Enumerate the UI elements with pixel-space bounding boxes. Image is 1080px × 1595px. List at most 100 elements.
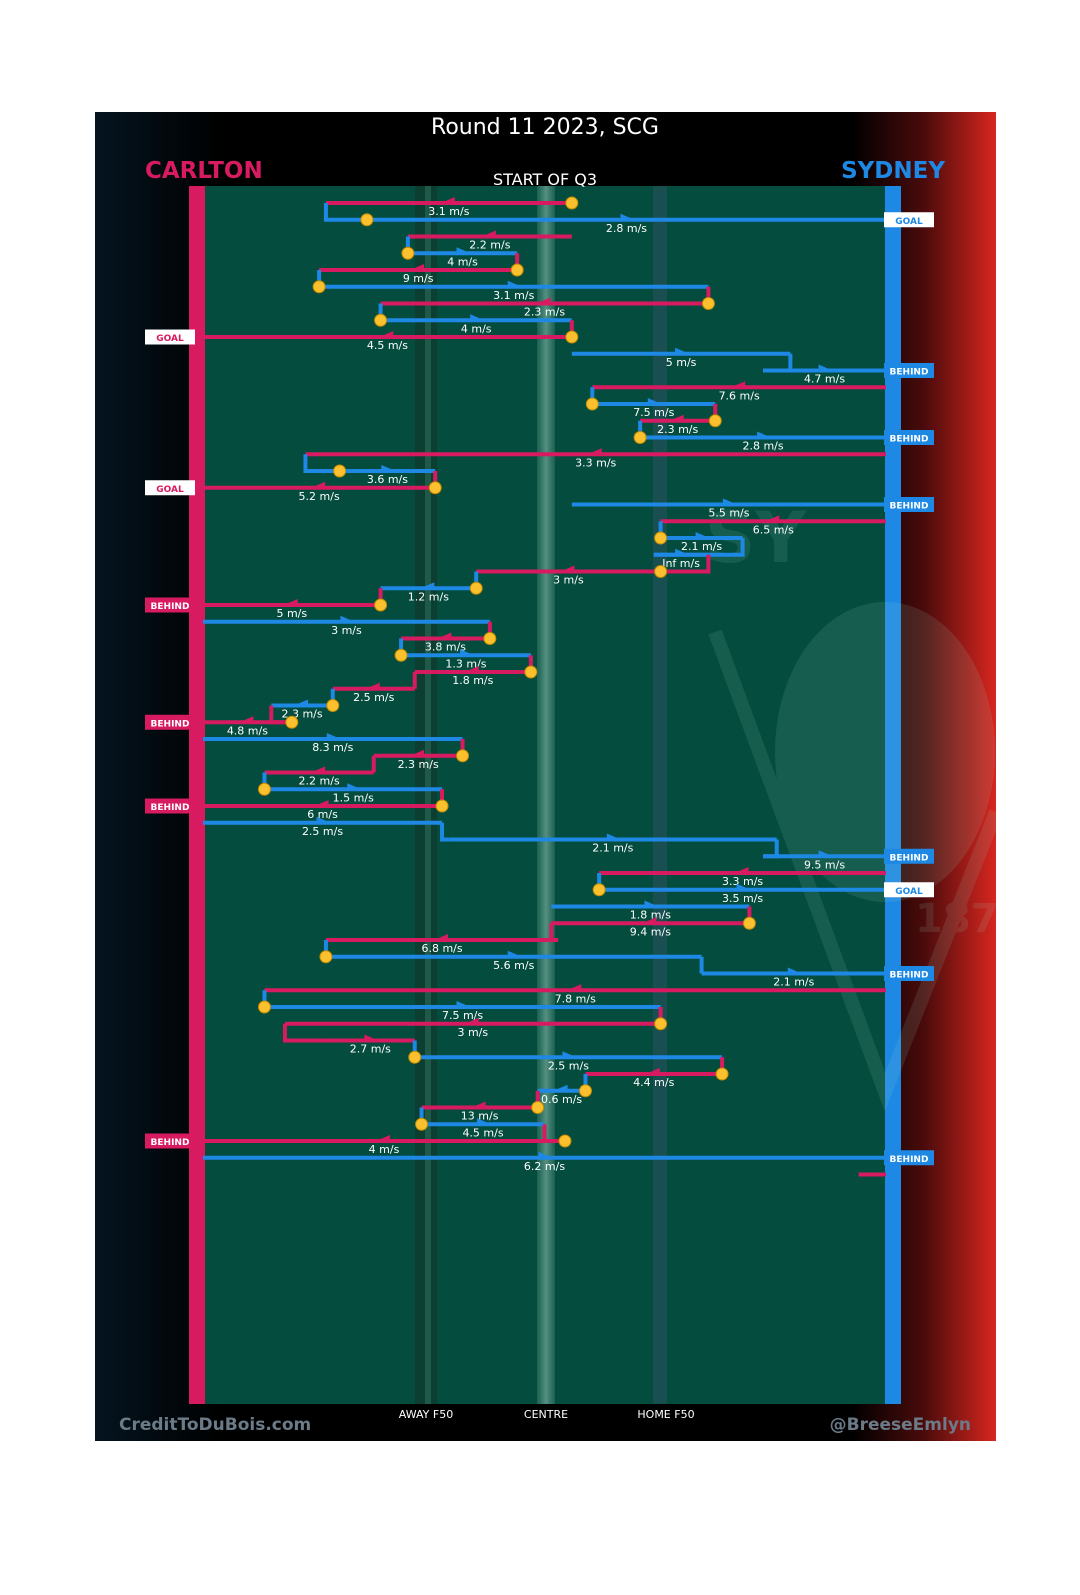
chain-arrow: [757, 431, 772, 440]
score-tag-label: GOAL: [895, 887, 923, 897]
speed-label: 3.3 m/s: [575, 456, 616, 469]
turnover-marker: [701, 297, 715, 310]
speed-label: 4 m/s: [461, 322, 492, 335]
credit-right: @BreeseEmlyn: [830, 1415, 971, 1435]
speed-label: 2.5 m/s: [302, 825, 343, 838]
speed-label: 2.2 m/s: [469, 239, 510, 252]
turnover-marker: [715, 1067, 729, 1081]
chain-arrow: [326, 733, 341, 741]
chain-connector: [660, 554, 711, 574]
speed-label: 3.5 m/s: [722, 892, 763, 905]
away-team-name: CARLTON: [145, 158, 263, 184]
sydney-watermark: SY 1874: [705, 497, 996, 1112]
speed-label: 3 m/s: [331, 624, 362, 637]
speed-label: 8.3 m/s: [312, 741, 353, 754]
chain-arrow: [647, 398, 662, 406]
chain-arrow: [562, 1051, 577, 1060]
chain-53: 4.4 m/s: [585, 1057, 729, 1089]
turnover-marker: [558, 1134, 572, 1148]
speed-label: 2.3 m/s: [524, 306, 565, 319]
speed-label: 5 m/s: [666, 356, 697, 369]
chain-chart: SY 1874 Round 11 2023, SCG CARLTON SYDNE…: [119, 115, 996, 1435]
speed-label: 4.5 m/s: [462, 1126, 503, 1139]
speed-label: 3.8 m/s: [425, 641, 466, 654]
chain-9: 4.5 m/s GOAL: [145, 320, 579, 352]
speed-label: 7.5 m/s: [633, 406, 674, 419]
score-tag: [145, 329, 195, 345]
chain-arrow: [477, 1118, 492, 1127]
chain-57: 4 m/s BEHIND: [145, 1124, 572, 1156]
turnover-marker: [469, 581, 483, 595]
chain-arrow: [459, 649, 474, 658]
zone-label-home-f50: HOME F50: [637, 1408, 694, 1421]
speed-label: 4.4 m/s: [633, 1076, 674, 1089]
chart-title: Round 11 2023, SCG: [431, 115, 659, 140]
turnover-marker: [428, 481, 442, 495]
speed-label: 1.8 m/s: [452, 674, 493, 687]
score-tag: [145, 597, 195, 613]
speed-label: 3.1 m/s: [428, 205, 469, 218]
speed-label: 2.5 m/s: [353, 691, 394, 704]
chain-6: 3.1 m/s: [312, 270, 709, 302]
chain-35: 2.2 m/s: [264, 755, 376, 788]
chain-28: 1.3 m/s: [394, 638, 531, 670]
chain-arrow: [642, 917, 657, 926]
sydney-goal-line: [885, 186, 901, 1404]
chain-arrow: [340, 615, 355, 624]
score-tag: [884, 882, 934, 898]
speed-label: 9.4 m/s: [630, 925, 671, 938]
score-tag: [884, 497, 934, 512]
turnover-marker: [531, 1101, 545, 1114]
chain-18: 5.2 m/s GOAL: [145, 471, 442, 503]
chain-arrow: [456, 1001, 471, 1009]
chains: 3.1 m/s 2.8 m/s GOAL 2.2 m/s 4 m/s 9 m/s 3.1 m…: [145, 196, 934, 1177]
home-f50-band: [653, 186, 667, 1404]
score-tag-label: BEHIND: [890, 502, 929, 512]
turnover-marker: [654, 1017, 668, 1031]
score-tag: [145, 480, 195, 496]
score-tag-label: BEHIND: [890, 435, 929, 445]
chain-41: 3.3 m/s: [599, 867, 886, 888]
home-team-name: SYDNEY: [841, 158, 945, 184]
chain-connector: [440, 822, 449, 842]
speed-label: 1.2 m/s: [408, 590, 449, 603]
speed-label: 4 m/s: [447, 255, 478, 268]
turnover-marker: [524, 665, 538, 679]
turnover-marker: [742, 916, 756, 930]
speed-label: 6 m/s: [307, 808, 338, 821]
away-f50-line: [425, 186, 431, 1404]
speed-label: 7.5 m/s: [442, 1009, 483, 1022]
turnover-marker: [408, 1050, 422, 1064]
chain-arrow: [471, 1101, 486, 1110]
chain-40: 9.5 m/s BEHIND: [763, 839, 934, 871]
chain-27: 3.8 m/s: [401, 621, 497, 654]
speed-label: 4.8 m/s: [227, 724, 268, 737]
chain-29: 1.8 m/s: [414, 655, 538, 687]
score-tag-label: BEHIND: [890, 853, 929, 863]
score-tag-label: BEHIND: [151, 1138, 190, 1148]
score-tag: [145, 798, 195, 814]
speed-label: 2.1 m/s: [773, 976, 814, 989]
chain-48: 7.8 m/s: [264, 984, 886, 1005]
chain-43: 1.8 m/s: [551, 900, 750, 922]
turnover-marker: [578, 1084, 592, 1098]
turnover-marker: [360, 213, 374, 227]
chain-7: 2.3 m/s: [380, 286, 715, 319]
turnover-marker: [374, 598, 388, 612]
centre-band: [537, 186, 555, 1404]
chain-arrow: [765, 515, 780, 524]
chain-49: 7.5 m/s: [257, 990, 661, 1022]
turnover-marker: [401, 246, 415, 260]
turnover-marker: [510, 263, 524, 277]
chain-arrow: [294, 699, 309, 708]
chain-arrow: [434, 934, 449, 942]
score-tag: [145, 714, 195, 730]
turnover-marker: [592, 883, 606, 897]
speed-label: 2.5 m/s: [548, 1059, 589, 1072]
speed-label: 2.8 m/s: [742, 440, 783, 453]
turnover-marker: [585, 397, 599, 411]
speed-label: 2.1 m/s: [592, 842, 633, 855]
score-tag: [884, 430, 934, 445]
speed-label: 3.6 m/s: [367, 473, 408, 486]
chain-arrow: [316, 816, 331, 825]
